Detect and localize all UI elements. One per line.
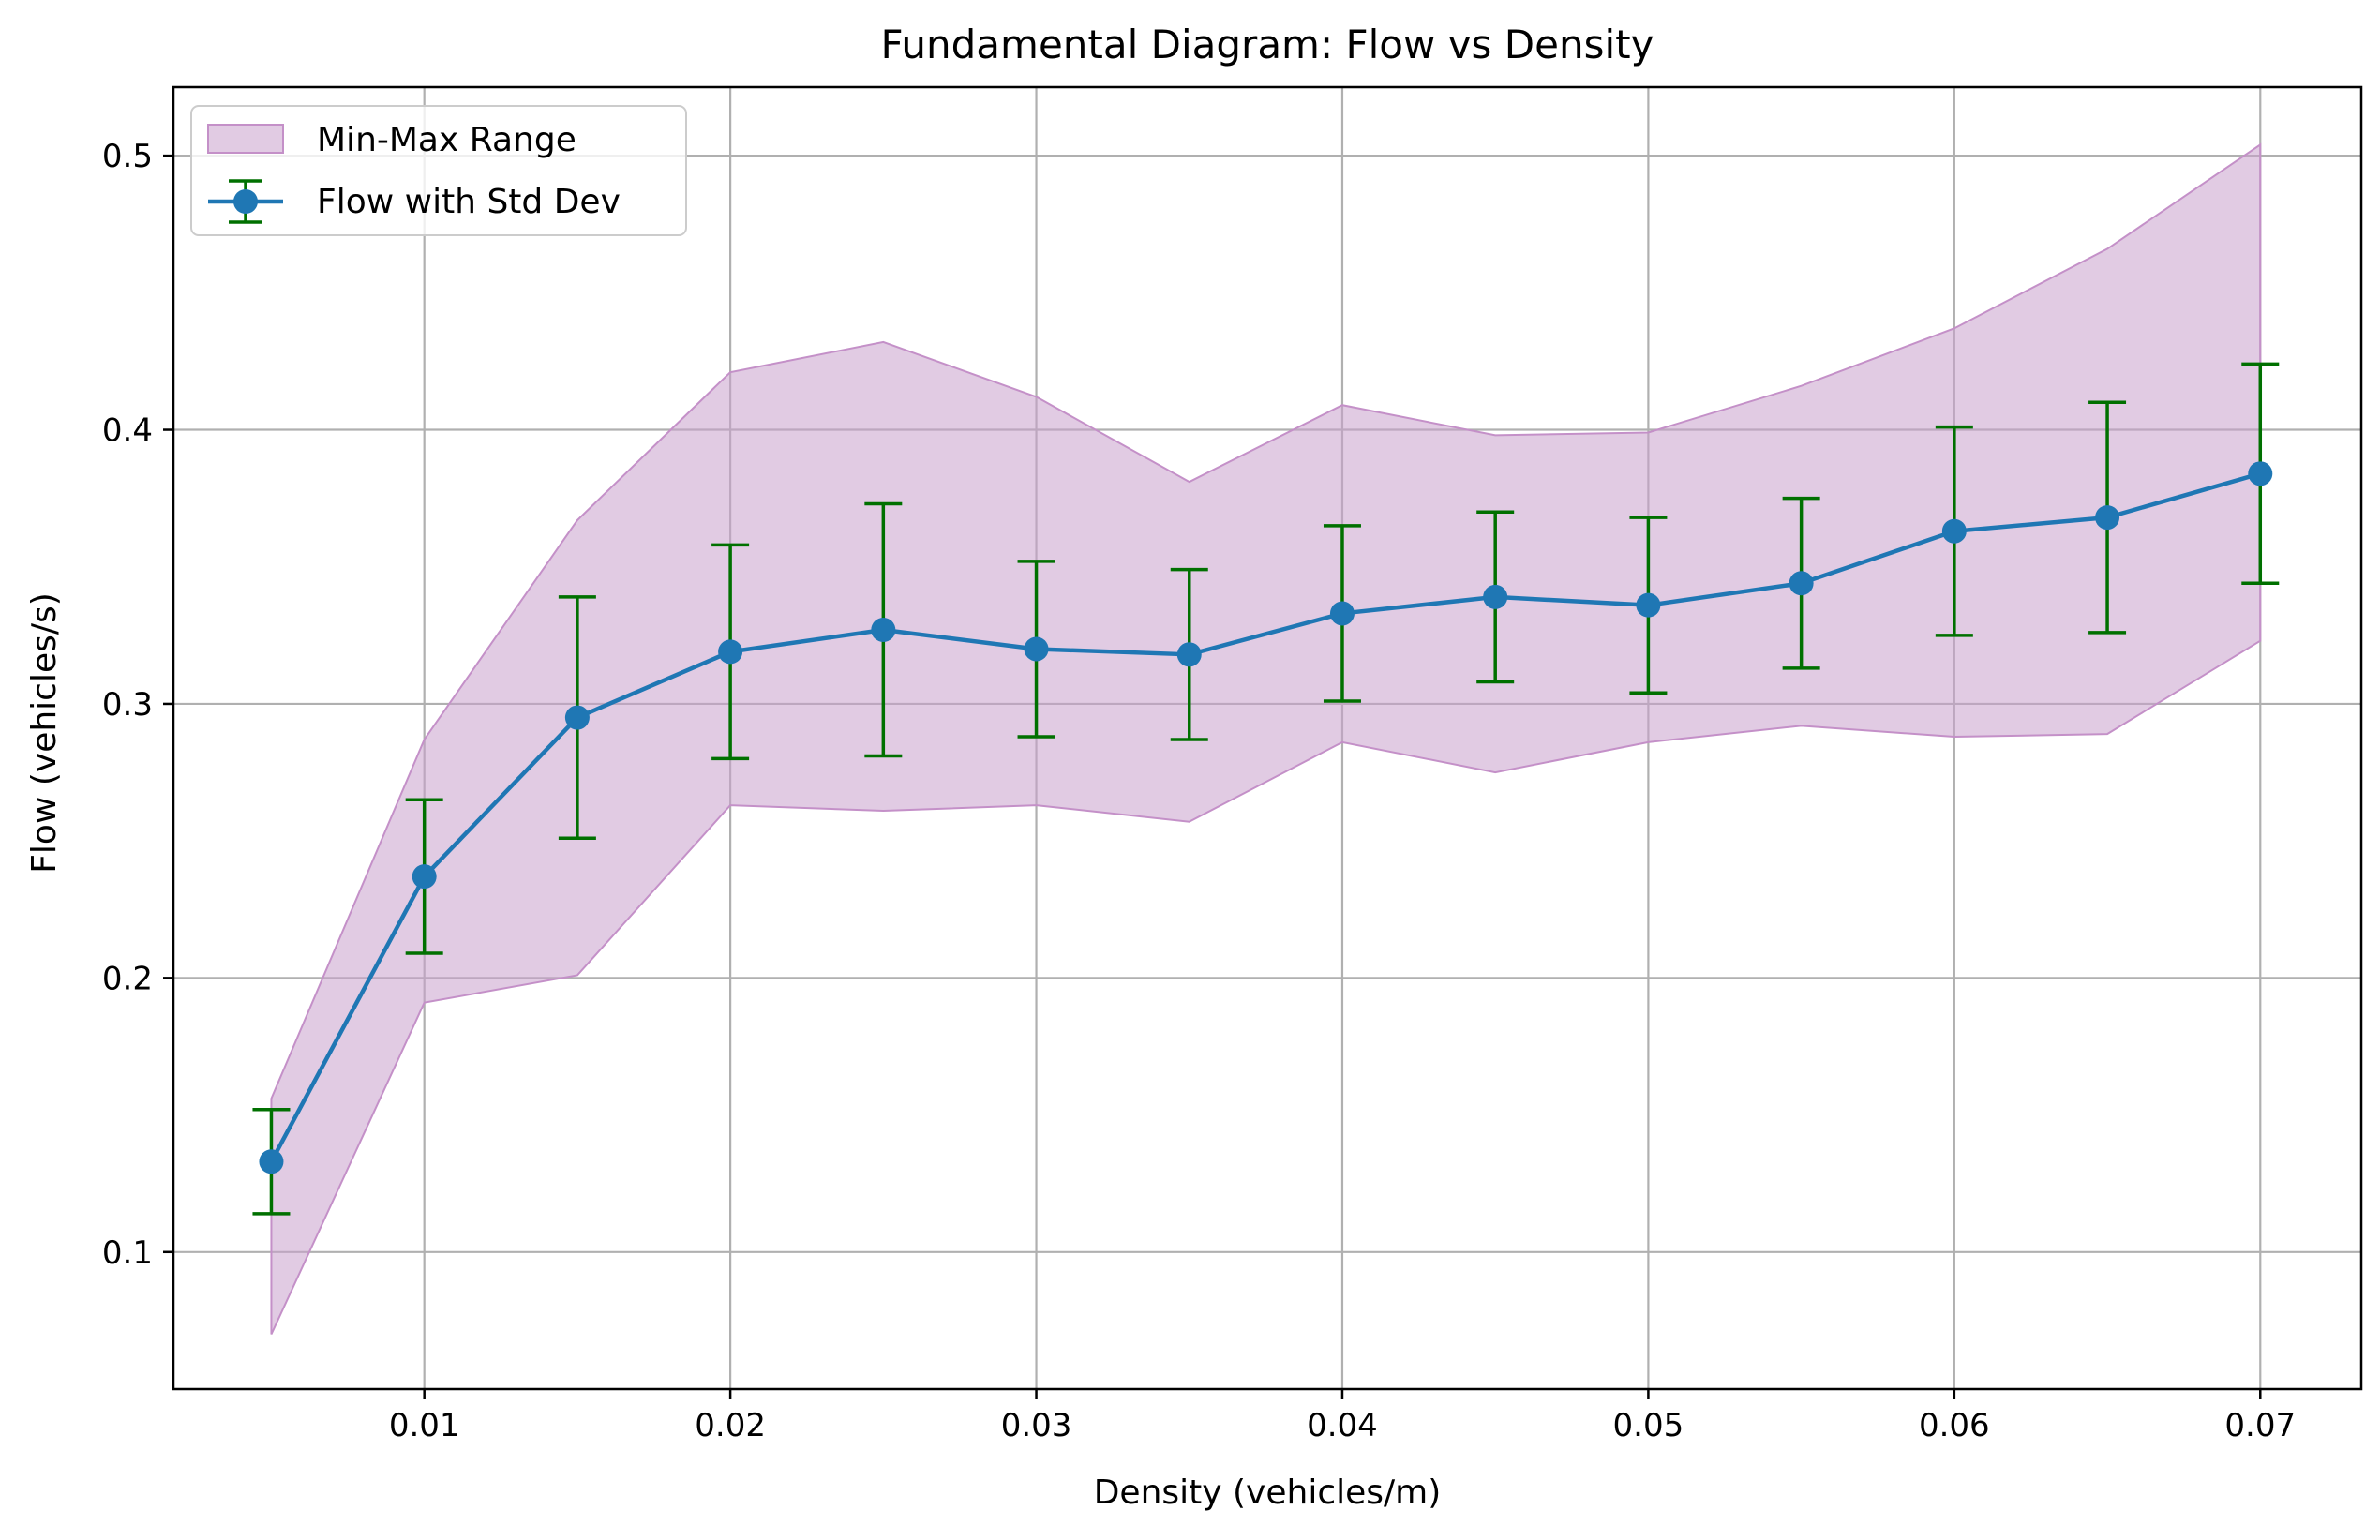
legend: Min-Max Range Flow with Std Dev [190,105,687,236]
flow-data-point [2095,505,2120,531]
x-tick-label: 0.03 [1001,1407,1072,1444]
x-tick-label: 0.02 [695,1407,766,1444]
min-max-band-layer [270,142,2262,1335]
flow-data-point [1483,584,1508,609]
legend-label-min-max-range: Min-Max Range [317,121,576,159]
legend-swatch-min-max-range [207,124,284,154]
flow-data-point [564,705,590,730]
flow-data-point [412,864,437,890]
flow-data-point [1636,592,1661,618]
y-tick-label: 0.5 [102,138,153,175]
legend-frame [190,105,687,236]
legend-marker [233,189,258,214]
flow-data-point [2248,461,2273,486]
x-tick-label: 0.01 [389,1407,460,1444]
min-max-range-band [270,142,2262,1335]
x-tick-label: 0.05 [1613,1407,1684,1444]
y-tick-label: 0.3 [102,686,153,724]
flow-data-point [1176,642,1202,667]
y-tick-label: 0.2 [102,960,153,997]
y-tick-label: 0.1 [102,1234,153,1272]
flow-series-layer [252,362,2280,1216]
flow-data-point [1329,601,1355,626]
y-axis-label: Flow (vehicles/s) [25,592,64,874]
flow-data-point [871,617,896,642]
x-axis-label: Density (vehicles/m) [1094,1473,1442,1512]
flow-data-point [718,639,743,665]
flow-data-point [1941,518,1967,544]
flow-series-line [269,471,2261,1163]
axes [163,85,2363,1399]
x-tick-label: 0.06 [1919,1407,1990,1444]
x-tick-label: 0.07 [2224,1407,2296,1444]
flow-data-point [259,1149,284,1174]
x-tick-label: 0.04 [1307,1407,1378,1444]
y-tick-label: 0.4 [102,412,153,450]
flow-data-point [1789,571,1814,596]
plot-frame [172,85,2363,1391]
legend-swatch-flow-with-std-dev [208,179,283,224]
tick-labels: 0.01 0.02 0.03 0.04 0.05 0.06 0.07 0.1 0.2 0.3 0.4… [102,138,2296,1444]
chart-title: Fundamental Diagram: Flow vs Density [881,22,1654,67]
legend-label-flow-with-std-dev: Flow with Std Dev [317,183,621,221]
flow-data-point [1024,636,1049,662]
